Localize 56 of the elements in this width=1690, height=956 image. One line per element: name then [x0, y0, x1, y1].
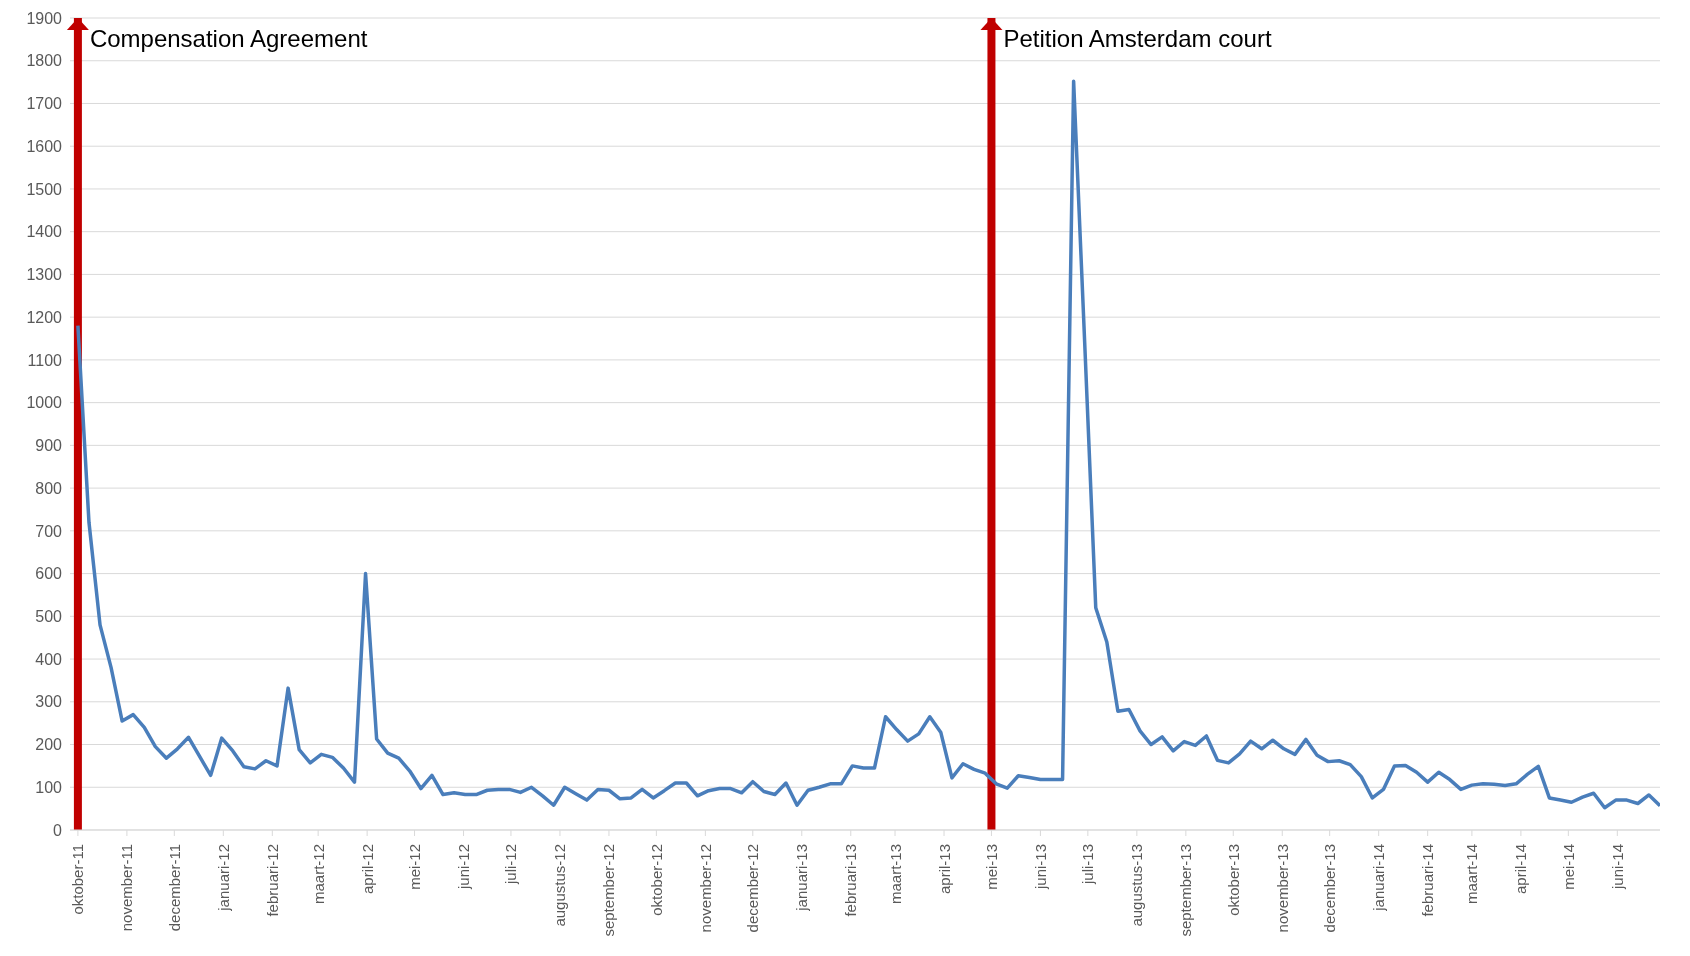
x-tick-label: september-13 — [1177, 844, 1195, 937]
y-tick-label: 700 — [35, 522, 63, 540]
y-tick-label: 300 — [35, 693, 63, 711]
x-tick-label: juli-12 — [502, 844, 520, 886]
x-tick-label: augustus-13 — [1128, 844, 1146, 927]
x-tick-label: december-11 — [165, 844, 183, 932]
y-tick-label: 1200 — [26, 308, 63, 326]
x-tick-label: december-13 — [1321, 844, 1339, 933]
y-tick-label: 100 — [35, 778, 63, 796]
y-tick-label: 800 — [35, 479, 63, 497]
x-tick-label: september-12 — [600, 844, 618, 937]
y-tick-label: 1300 — [26, 266, 63, 284]
x-tick-label: februari-13 — [842, 844, 860, 917]
x-tick-label: mei-12 — [406, 844, 424, 890]
x-tick-label: oktober-13 — [1224, 844, 1242, 916]
x-tick-label: juni-12 — [455, 844, 473, 891]
x-tick-label: februari-14 — [1419, 844, 1437, 917]
y-tick-label: 400 — [35, 650, 63, 668]
y-tick-label: 1000 — [26, 394, 63, 412]
x-tick-label: januari-14 — [1370, 844, 1388, 912]
line-series — [76, 79, 1660, 810]
y-tick-label: 1400 — [26, 223, 63, 241]
x-tick-label: maart-13 — [886, 844, 904, 905]
y-tick-label: 0 — [53, 821, 63, 839]
x-tick-label: november-13 — [1273, 844, 1291, 933]
x-tick-label: april-14 — [1512, 844, 1530, 895]
y-tick-label: 1600 — [26, 137, 63, 155]
x-tick-label: april-12 — [358, 844, 376, 895]
x-tick-label: juni-14 — [1608, 844, 1626, 891]
x-tick-label: februari-12 — [263, 844, 281, 917]
x-tick-label: maart-14 — [1463, 844, 1481, 905]
x-tick-label: augustus-12 — [551, 844, 569, 927]
x-tick-label: oktober-12 — [647, 844, 665, 916]
x-tick-label: mei-13 — [982, 844, 1000, 890]
y-tick-label: 1900 — [26, 9, 63, 27]
y-tick-label: 1100 — [27, 351, 63, 369]
x-tick-label: januari-12 — [214, 844, 232, 912]
x-tick-label: november-11 — [118, 844, 136, 932]
y-tick-label: 1700 — [26, 95, 63, 113]
y-tick-label: 900 — [35, 437, 63, 455]
y-tick-label: 1800 — [26, 52, 63, 70]
x-tick-label: januari-13 — [793, 844, 811, 912]
x-tick-label: april-13 — [935, 844, 953, 895]
ref-line-label: Compensation Agreement — [89, 24, 368, 52]
y-tick-label: 600 — [35, 565, 63, 583]
x-tick-label: maart-12 — [309, 844, 327, 905]
y-tick-label: 1500 — [26, 180, 63, 198]
x-tick-label: december-12 — [744, 844, 762, 933]
y-tick-label: 500 — [35, 608, 63, 625]
x-tick-label: juli-13 — [1079, 844, 1097, 886]
x-tick-label: november-12 — [696, 844, 714, 933]
y-tick-label: 200 — [35, 736, 63, 754]
x-tick-label: mei-14 — [1559, 844, 1577, 890]
x-tick-label: oktober-11 — [69, 844, 87, 915]
x-tick-label: juni-13 — [1031, 844, 1049, 891]
ref-line-label: Petition Amsterdam court — [1003, 24, 1272, 52]
